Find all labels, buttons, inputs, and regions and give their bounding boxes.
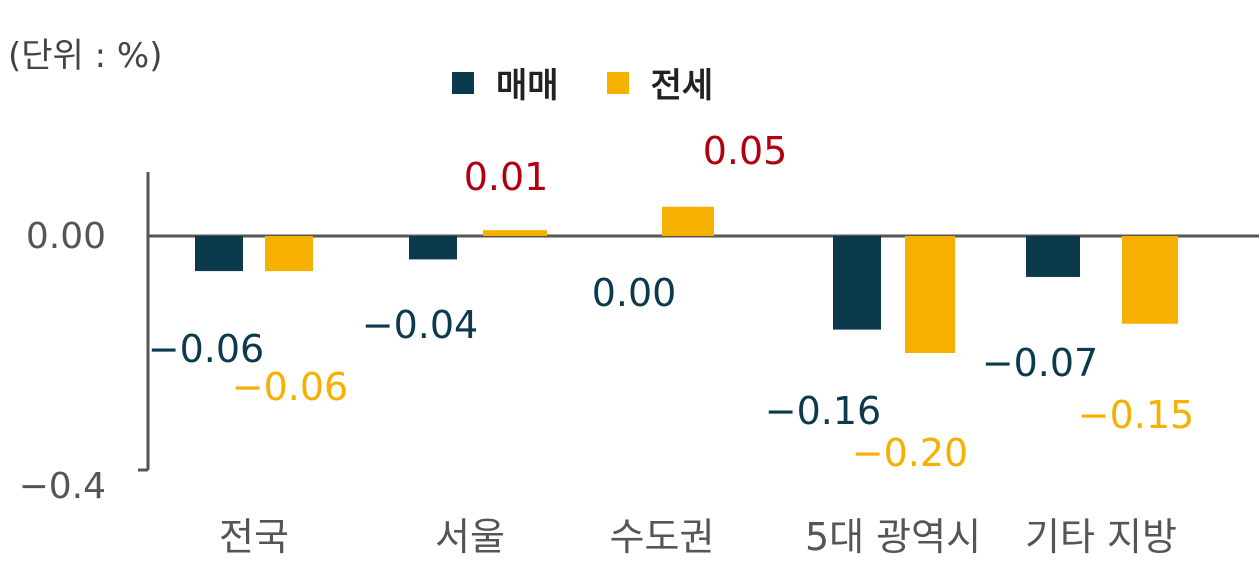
data-label-jeonse: 0.01 bbox=[464, 155, 549, 199]
legend-label-sale: 매매 bbox=[496, 66, 559, 106]
data-label-jeonse: 0.05 bbox=[703, 129, 788, 173]
legend-swatch-sale bbox=[452, 71, 474, 94]
bar-jeonse bbox=[662, 206, 714, 236]
bar-jeonse bbox=[265, 236, 313, 272]
bar-sale bbox=[833, 236, 881, 330]
data-label-sale: −0.07 bbox=[982, 341, 1098, 385]
legend-swatch-jeonse bbox=[606, 71, 629, 94]
legend: 매매 전세 bbox=[452, 58, 761, 107]
legend-label-jeonse: 전세 bbox=[650, 66, 714, 106]
data-label-sale: −0.06 bbox=[148, 327, 264, 371]
x-tick-label: 전국 bbox=[219, 515, 289, 559]
x-tick-label: 기타 지방 bbox=[1025, 515, 1177, 559]
data-label-sale: −0.16 bbox=[765, 389, 881, 433]
data-label-jeonse: −0.20 bbox=[852, 431, 968, 475]
x-tick-label: 5대 광역시 bbox=[805, 515, 981, 559]
bar-sale bbox=[1026, 236, 1080, 277]
y-tick-label: 0.00 bbox=[26, 216, 106, 257]
data-label-sale: 0.00 bbox=[592, 271, 677, 315]
bar-sale bbox=[195, 236, 243, 272]
legend-item-jeonse: 전세 bbox=[606, 58, 714, 107]
y-tick-label: −0.4 bbox=[19, 466, 106, 507]
bar-jeonse bbox=[905, 236, 955, 353]
data-label-jeonse: −0.15 bbox=[1078, 393, 1194, 437]
x-tick-label: 서울 bbox=[435, 515, 505, 559]
unit-label: (단위 : %) bbox=[8, 36, 163, 76]
data-label-sale: −0.04 bbox=[362, 303, 478, 347]
data-label-jeonse: −0.06 bbox=[232, 365, 348, 409]
bar-jeonse bbox=[1122, 236, 1178, 324]
bar-sale bbox=[409, 236, 457, 260]
x-tick-label: 수도권 bbox=[610, 515, 715, 559]
bar-jeonse bbox=[483, 230, 547, 236]
legend-item-sale: 매매 bbox=[452, 58, 559, 107]
